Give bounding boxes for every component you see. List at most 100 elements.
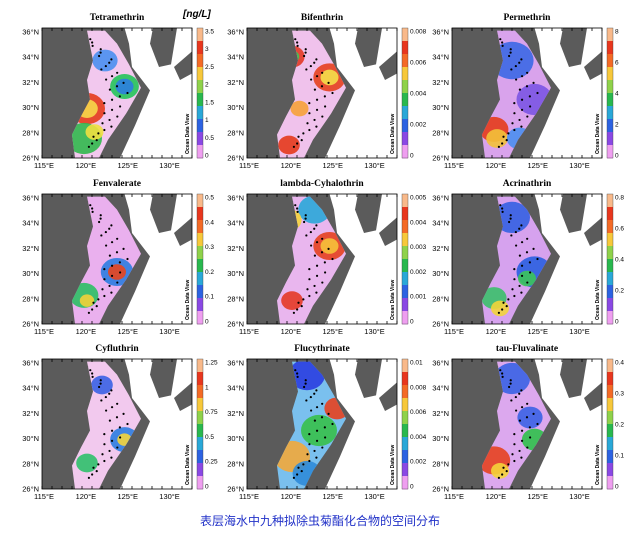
colorbar-tick-label: 0.008 (410, 29, 427, 36)
sampling-station (110, 264, 114, 267)
longitude-label: 115°E (34, 327, 54, 336)
panel-title: Bifenthrin (301, 13, 344, 23)
sampling-station (304, 379, 307, 382)
sampling-station (508, 220, 511, 224)
sampling-station (306, 288, 309, 291)
sampling-station (513, 294, 516, 298)
longitude-label: 120°E (76, 327, 97, 336)
latitude-label: 26°N (432, 485, 449, 494)
figure-caption: 表层海水中九种拟除虫菊酯化合物的空间分布 (199, 514, 440, 528)
sampling-station (89, 38, 92, 41)
sampling-station (323, 95, 326, 98)
korea-landmass (355, 28, 382, 67)
sampling-station (119, 105, 122, 108)
latitude-label: 26°N (22, 320, 39, 329)
sampling-station (310, 409, 313, 412)
sampling-station (104, 395, 107, 399)
longitude-label: 120°E (281, 492, 302, 501)
korea-landmass (150, 194, 177, 233)
sampling-station (327, 247, 330, 251)
map-panel: Fenvalerate 36°N 34°N 32°N 30°N 28°N 26°N115°E… (22, 179, 214, 336)
sampling-station (520, 58, 523, 61)
unit-label: [ng/L] (182, 9, 211, 20)
sampling-station (110, 389, 113, 392)
sampling-station (520, 389, 523, 392)
sampling-station (304, 48, 307, 51)
sampling-station (525, 251, 529, 254)
sampling-station (518, 227, 521, 230)
sampling-station (513, 112, 516, 115)
latitude-label: 28°N (22, 294, 39, 303)
sampling-station (309, 230, 312, 234)
concentration-hotspot (486, 129, 508, 148)
concentration-hotspot (79, 294, 95, 307)
sampling-station (532, 81, 535, 85)
concentration-hotspot (290, 100, 309, 117)
sampling-station (303, 54, 306, 58)
colorbar-tick-label: 4 (615, 91, 619, 98)
latitude-label: 30°N (432, 103, 449, 112)
sampling-station (518, 254, 522, 257)
sampling-station (510, 68, 513, 71)
map-panel: tau-Fluvalinate36°N34°N32°N30°N28°N26°N1… (432, 344, 624, 501)
sampling-station (320, 85, 324, 88)
longitude-label: 120°E (281, 327, 302, 336)
sampling-station (315, 75, 319, 78)
sampling-station (315, 58, 318, 61)
sampling-station (515, 244, 518, 247)
sampling-station (89, 204, 92, 207)
latitude-label: 28°N (227, 459, 244, 468)
sampling-station (518, 88, 522, 91)
sampling-station (315, 108, 319, 111)
latitude-label: 34°N (22, 53, 39, 62)
sampling-station (122, 247, 125, 251)
sampling-station (119, 271, 122, 274)
map-panel: Tetramethrin 36°N 34°N 32°N 30°N 28°N 26°N115°… (22, 13, 214, 170)
sampling-station (529, 436, 532, 439)
sampling-station (300, 470, 303, 473)
colorbar-tick-label: 0.4 (205, 219, 214, 226)
sampling-station (108, 284, 111, 288)
longitude-label: 115°E (34, 161, 54, 170)
longitude-label: 115°E (239, 327, 259, 336)
sampling-station (501, 372, 504, 375)
latitude-label: 30°N (432, 269, 449, 278)
latitude-label: 32°N (432, 78, 449, 87)
sampling-station (508, 385, 511, 389)
longitude-label: 130°E (364, 327, 385, 336)
sampling-station (104, 230, 107, 234)
longitude-label: 120°E (486, 161, 507, 170)
sampling-station (321, 402, 324, 405)
sampling-station (513, 459, 516, 463)
sampling-station (87, 476, 90, 479)
sampling-station (126, 91, 129, 95)
sampling-station (110, 274, 114, 277)
sampling-station (315, 406, 319, 409)
sampling-station (304, 214, 307, 217)
concentration-hotspot (278, 135, 300, 155)
sampling-station (315, 98, 319, 101)
colorbar-tick-label: 1.5 (205, 99, 214, 106)
sampling-station (327, 81, 330, 85)
sampling-station (101, 288, 104, 291)
colorbar-tick-label: 0.2 (615, 288, 624, 295)
longitude-label: 125°E (527, 327, 548, 336)
sampling-station (303, 220, 306, 224)
sampling-station (514, 395, 517, 399)
sampling-station (528, 261, 531, 264)
sampling-station (294, 204, 297, 207)
sampling-station (501, 142, 504, 145)
sampling-station (315, 224, 318, 227)
sampling-station (116, 281, 119, 284)
latitude-label: 34°N (227, 219, 244, 228)
sampling-station (536, 422, 539, 426)
sampling-station (532, 247, 535, 251)
latitude-label: 32°N (227, 78, 244, 87)
sampling-station (122, 81, 125, 85)
map-frame (41, 358, 193, 490)
sampling-station (294, 369, 297, 372)
colorbar-tick-label: 0.25 (205, 459, 218, 466)
sampling-station (502, 301, 505, 304)
sampling-station (306, 453, 309, 456)
